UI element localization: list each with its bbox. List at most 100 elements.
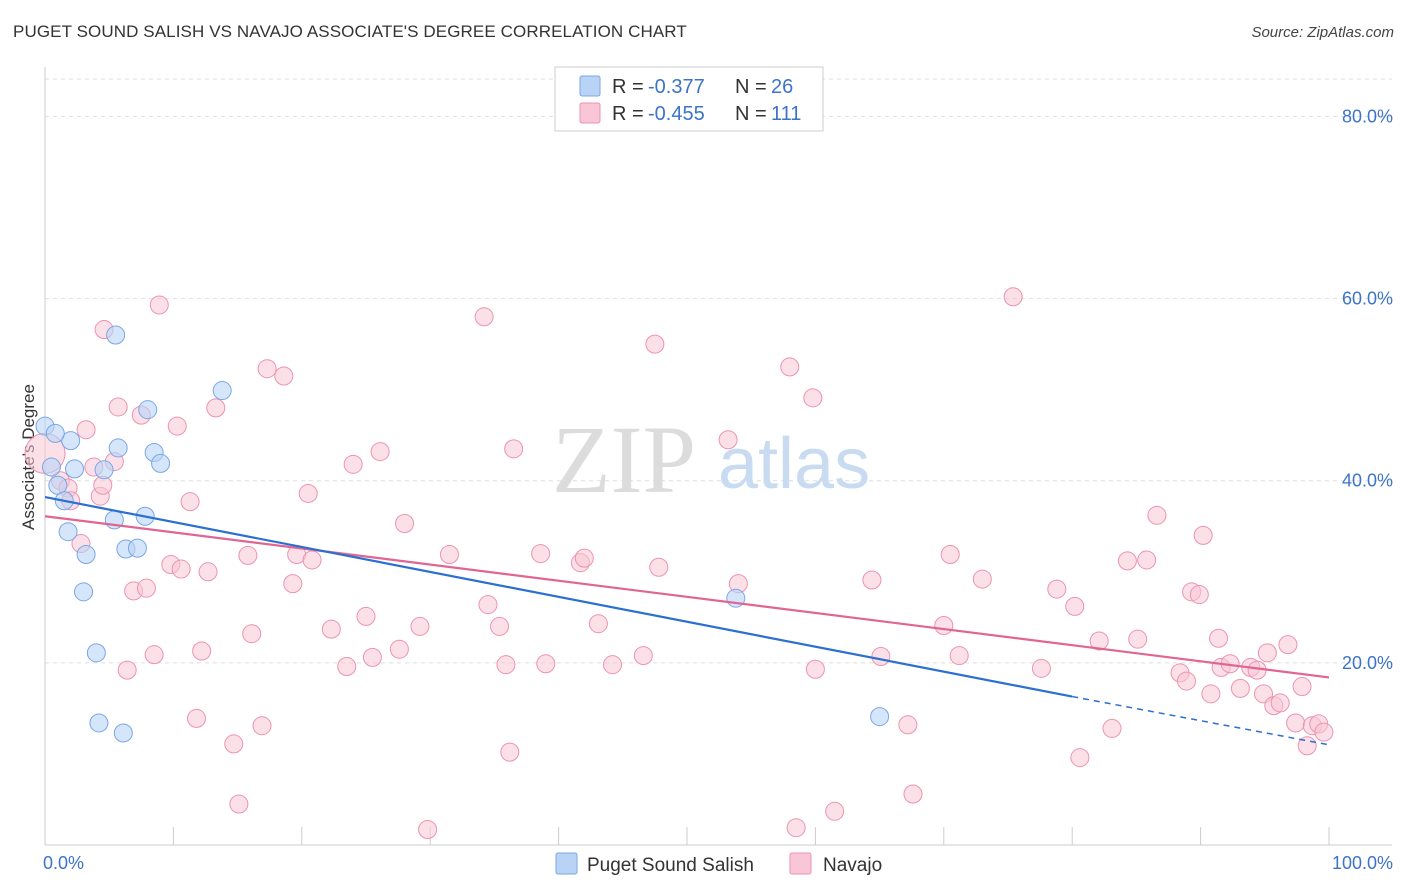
navajo-point-104 <box>1270 693 1290 713</box>
legend-r-value-blue: -0.377 <box>648 76 705 98</box>
navajo-point-46 <box>418 820 438 840</box>
navajo-point-25 <box>206 398 226 418</box>
navajo-point-93 <box>1193 525 1213 545</box>
navajo-point-15 <box>136 578 156 598</box>
puget-sound-salish-point-8 <box>76 544 96 564</box>
y-tick-labels: 20.0% 40.0% 60.0% 80.0% <box>1342 106 1393 672</box>
navajo-point-102 <box>1257 643 1277 663</box>
navajo-point-54 <box>531 544 551 564</box>
y-tick-label-20: 20.0% <box>1342 653 1393 673</box>
puget-sound-salish-point-9 <box>86 643 106 663</box>
series-legend: Puget Sound Salish Navajo <box>555 852 882 876</box>
navajo-point-65 <box>780 357 800 377</box>
navajo-point-111 <box>1314 722 1334 742</box>
source-note: Source: ZipAtlas.com <box>1251 24 1394 41</box>
puget-sound-salish-point-21 <box>151 453 171 473</box>
navajo-point-83 <box>1089 631 1109 651</box>
watermark: ZIP atlas <box>552 406 870 513</box>
legend-r-label-blue: R = <box>612 76 644 98</box>
chart-title: PUGET SOUND SALISH VS NAVAJO ASSOCIATE'S… <box>13 22 687 41</box>
legend-swatch-pink <box>579 102 601 124</box>
navajo-point-47 <box>439 544 459 564</box>
navajo-point-88 <box>1147 505 1167 525</box>
puget-sound-salish-trend-line <box>44 496 1073 698</box>
navajo-point-72 <box>898 715 918 735</box>
puget-sound-salish-point-7 <box>74 582 94 602</box>
y-tick-label-40: 40.0% <box>1342 471 1393 491</box>
watermark-atlas: atlas <box>718 424 870 504</box>
navajo-point-62 <box>649 557 669 577</box>
navajo-point-43 <box>389 639 409 659</box>
navajo-point-40 <box>356 606 376 626</box>
navajo-point-77 <box>972 569 992 589</box>
bottom-legend-label-blue: Puget Sound Salish <box>587 855 754 876</box>
navajo-point-49 <box>478 595 498 615</box>
puget-sound-salish-point-13 <box>106 325 126 345</box>
navajo-point-28 <box>238 545 258 565</box>
puget-sound-salish-point-22 <box>212 381 232 401</box>
navajo-point-85 <box>1117 551 1137 571</box>
navajo-point-98 <box>1230 678 1250 698</box>
navajo-point-41 <box>362 647 382 667</box>
navajo-point-82 <box>1070 748 1090 768</box>
navajo-point-70 <box>862 570 882 590</box>
bottom-legend-swatch-blue <box>555 852 578 875</box>
navajo-point-60 <box>633 646 653 666</box>
navajo-point-63 <box>718 430 738 450</box>
navajo-point-86 <box>1128 629 1148 649</box>
navajo-point-75 <box>940 544 960 564</box>
navajo-point-52 <box>500 742 520 762</box>
navajo-point-16 <box>144 645 164 665</box>
navajo-point-76 <box>949 646 969 666</box>
legend-r-value-pink: -0.455 <box>648 103 705 125</box>
bottom-legend-swatch-pink <box>789 852 812 875</box>
navajo-point-57 <box>574 548 594 568</box>
legend-n-label-pink: N = <box>735 103 767 125</box>
navajo-point-44 <box>395 514 415 534</box>
navajo-point-21 <box>180 492 200 512</box>
navajo-point-105 <box>1278 635 1298 655</box>
x-tick-label-min: 0.0% <box>43 853 84 873</box>
navajo-point-45 <box>410 616 430 636</box>
legend-n-value-blue: 26 <box>771 76 793 98</box>
y-tick-label-60: 60.0% <box>1342 289 1393 309</box>
navajo-point-29 <box>242 624 262 644</box>
navajo-point-81 <box>1065 596 1085 616</box>
legend-swatch-blue <box>579 75 601 97</box>
navajo-point-73 <box>903 784 923 804</box>
navajo-point-67 <box>803 388 823 408</box>
navajo-point-84 <box>1102 718 1122 738</box>
legend-n-value-pink: 111 <box>771 103 801 125</box>
navajo-point-59 <box>603 655 623 675</box>
grid-lines <box>45 78 1392 664</box>
navajo-point-20 <box>171 559 191 579</box>
navajo-points <box>24 287 1334 840</box>
navajo-point-35 <box>302 550 322 570</box>
watermark-zip: ZIP <box>552 406 696 513</box>
navajo-point-12 <box>117 660 137 680</box>
navajo-point-11 <box>108 397 128 417</box>
puget-sound-salish-point-11 <box>94 460 114 480</box>
navajo-point-58 <box>588 614 608 634</box>
navajo-point-5 <box>76 420 96 440</box>
navajo-point-22 <box>187 708 207 728</box>
navajo-point-78 <box>1003 287 1023 307</box>
navajo-point-50 <box>490 616 510 636</box>
navajo-point-38 <box>337 657 357 676</box>
navajo-point-36 <box>298 483 318 503</box>
stats-legend: R = -0.377 N = 26 R = -0.455 N = 111 <box>554 66 824 132</box>
x-axis-ticks <box>44 827 1330 845</box>
navajo-point-26 <box>224 734 244 754</box>
puget-sound-salish-point-10 <box>89 713 109 733</box>
navajo-point-69 <box>825 801 845 821</box>
navajo-point-94 <box>1201 684 1221 704</box>
puget-sound-salish-point-5 <box>65 459 85 479</box>
navajo-point-19 <box>167 416 187 436</box>
navajo-point-30 <box>252 716 272 736</box>
navajo-point-53 <box>504 439 524 459</box>
bottom-legend-label-pink: Navajo <box>823 855 882 876</box>
puget-sound-salish-points <box>35 325 890 743</box>
navajo-point-51 <box>496 655 516 675</box>
navajo-point-42 <box>370 442 390 462</box>
